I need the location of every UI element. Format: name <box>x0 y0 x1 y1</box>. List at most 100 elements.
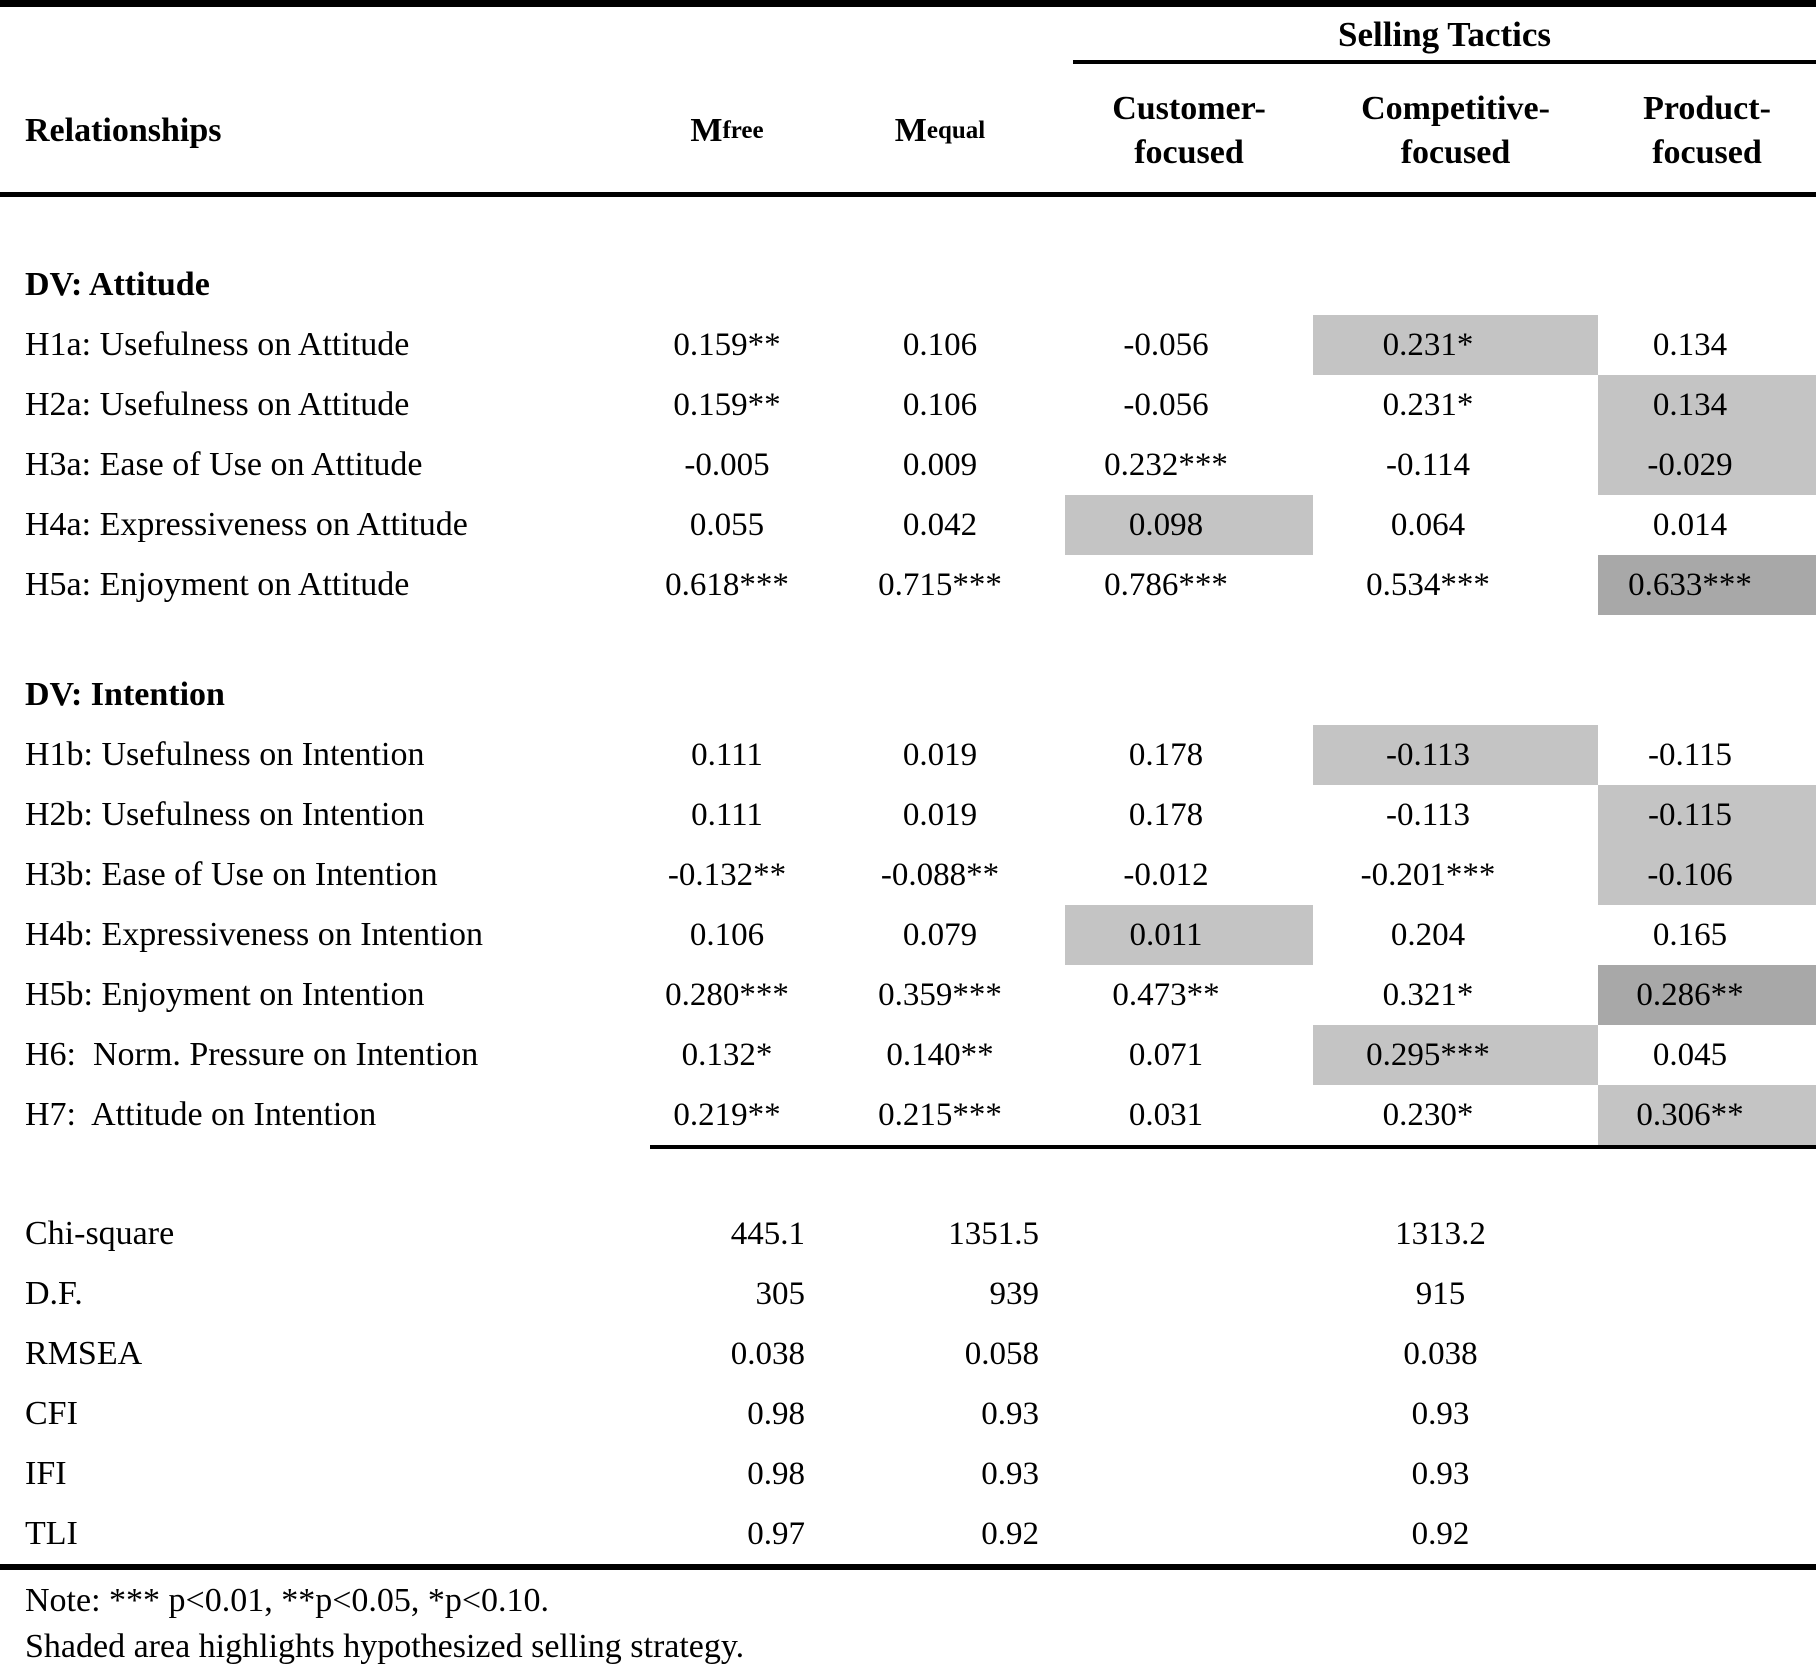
cell-product-highlighted: -0.106 <box>1598 845 1816 905</box>
fit-m-equal: 0.92 <box>981 1515 1039 1552</box>
section-header-row: DV: Attitude <box>0 255 1816 315</box>
fit-m-free: 445.1 <box>730 1215 805 1252</box>
fit-tactics: 1313.2 <box>1395 1215 1486 1252</box>
cell-m-equal: 0.140** <box>886 1036 994 1073</box>
row-label: H7: Attitude on Intention <box>25 1096 377 1133</box>
cell-product: -0.115 <box>1647 736 1732 773</box>
cell-customer: 0.178 <box>1128 736 1204 773</box>
fit-m-equal: 0.93 <box>981 1395 1039 1432</box>
table-row-h5a: H5a: Enjoyment on Attitude 0.618*** 0.71… <box>0 555 1816 615</box>
row-label: H4b: Expressiveness on Intention <box>25 916 483 953</box>
selling-tactics-underline <box>1073 60 1816 64</box>
cell-m-free: 0.159** <box>673 386 781 423</box>
cell-m-free: 0.106 <box>689 916 765 953</box>
cell-competitive: 0.534*** <box>1366 566 1490 603</box>
fit-label: CFI <box>25 1395 78 1432</box>
fit-m-equal: 939 <box>989 1275 1040 1312</box>
row-label: H2a: Usefulness on Attitude <box>25 386 410 423</box>
cell-m-free: 0.132* <box>681 1036 773 1073</box>
table-row-h5b: H5b: Enjoyment on Intention 0.280*** 0.3… <box>0 965 1816 1025</box>
cell-product-highlighted: 0.134 <box>1598 375 1816 435</box>
cell-m-free: 0.618*** <box>665 566 789 603</box>
row-label: H2b: Usefulness on Intention <box>25 796 425 833</box>
col-header-relationships: Relationships <box>25 111 222 149</box>
fit-row-rmsea: RMSEA 0.038 0.058 0.038 <box>0 1324 1816 1384</box>
cell-competitive-highlighted: 0.295*** <box>1313 1025 1598 1085</box>
fit-label: RMSEA <box>25 1335 143 1372</box>
cell-product-highlighted: 0.306** <box>1598 1085 1816 1145</box>
row-label: H5b: Enjoyment on Intention <box>25 976 425 1013</box>
cell-competitive: 0.064 <box>1390 506 1466 543</box>
fit-tactics: 0.93 <box>1411 1395 1470 1432</box>
table-row-h3a: H3a: Ease of Use on Attitude -0.005 0.00… <box>0 435 1816 495</box>
m-free-base: M <box>690 111 723 149</box>
cell-competitive: -0.114 <box>1385 446 1470 483</box>
cell-product: 0.014 <box>1652 506 1728 543</box>
m-equal-base: M <box>894 111 927 149</box>
cell-m-equal: -0.088** <box>880 856 1000 893</box>
cell-competitive-highlighted: -0.113 <box>1313 725 1598 785</box>
cell-m-equal: 0.019 <box>902 796 978 833</box>
cell-customer: 0.071 <box>1128 1036 1204 1073</box>
cell-product-highlighted: -0.115 <box>1598 785 1816 845</box>
spanning-header-selling-tactics: Selling Tactics <box>1338 15 1551 54</box>
col-header-customer-focused: Customer-focused <box>1112 89 1266 171</box>
fit-label: IFI <box>25 1455 67 1492</box>
fit-m-equal: 1351.5 <box>948 1215 1039 1252</box>
cell-product: 0.165 <box>1652 916 1728 953</box>
table-row-h6: H6: Norm. Pressure on Intention 0.132* 0… <box>0 1025 1816 1085</box>
table-row-h3b: H3b: Ease of Use on Intention -0.132** -… <box>0 845 1816 905</box>
fit-label: TLI <box>25 1515 78 1552</box>
note-significance: Note: *** p<0.01, **p<0.05, *p<0.10. <box>25 1582 550 1619</box>
cell-competitive: 0.230* <box>1382 1096 1474 1133</box>
row-label: H5a: Enjoyment on Attitude <box>25 566 410 603</box>
cell-customer-highlighted: 0.098 <box>1065 495 1313 555</box>
row-label: H4a: Expressiveness on Attitude <box>25 506 468 543</box>
fit-tactics: 915 <box>1415 1275 1466 1312</box>
spacer <box>0 197 1816 255</box>
fit-m-equal: 0.93 <box>981 1455 1039 1492</box>
cell-customer: -0.056 <box>1123 386 1209 423</box>
spacer <box>0 1149 1816 1204</box>
cell-product: 0.134 <box>1652 326 1728 363</box>
section-header-row: DV: Intention <box>0 665 1816 725</box>
cell-m-free: 0.280*** <box>665 976 789 1013</box>
fit-m-equal: 0.058 <box>964 1335 1039 1372</box>
col-header-product-focused: Product-focused <box>1643 89 1771 171</box>
spacer <box>0 615 1816 665</box>
fit-m-free: 0.98 <box>747 1455 805 1492</box>
table-row-h2a: H2a: Usefulness on Attitude 0.159** 0.10… <box>0 375 1816 435</box>
cell-m-free: 0.219** <box>673 1096 781 1133</box>
fit-label: Chi-square <box>25 1215 175 1252</box>
fit-m-free: 0.97 <box>747 1515 805 1552</box>
cell-competitive: -0.113 <box>1385 796 1470 833</box>
cell-customer: -0.056 <box>1123 326 1209 363</box>
cell-m-equal: 0.009 <box>902 446 978 483</box>
fit-row-tli: TLI 0.97 0.92 0.92 <box>0 1504 1816 1564</box>
cell-customer: 0.232*** <box>1104 446 1228 483</box>
table-row-h4a: H4a: Expressiveness on Attitude 0.055 0.… <box>0 495 1816 555</box>
fit-tactics: 0.92 <box>1411 1515 1470 1552</box>
row-label: H1a: Usefulness on Attitude <box>25 326 410 363</box>
cell-m-equal: 0.019 <box>902 736 978 773</box>
cell-m-free: -0.005 <box>684 446 770 483</box>
cell-m-equal: 0.106 <box>902 326 978 363</box>
cell-competitive-highlighted: 0.231* <box>1313 315 1598 375</box>
cell-product-highlighted-dark: 0.286** <box>1598 965 1816 1025</box>
cell-m-free: 0.111 <box>691 736 763 773</box>
row-label: H3b: Ease of Use on Intention <box>25 856 438 893</box>
table-row-h2b: H2b: Usefulness on Intention 0.111 0.019… <box>0 785 1816 845</box>
cell-competitive: 0.204 <box>1390 916 1466 953</box>
cell-competitive: -0.201*** <box>1360 856 1496 893</box>
cell-competitive: 0.321* <box>1382 976 1474 1013</box>
row-label: H6: Norm. Pressure on Intention <box>25 1036 479 1073</box>
table-notes: Note: *** p<0.01, **p<0.05, *p<0.10. Sha… <box>0 1578 1816 1667</box>
cell-customer: 0.178 <box>1128 796 1204 833</box>
cell-m-equal: 0.359*** <box>878 976 1002 1013</box>
row-label: H3a: Ease of Use on Attitude <box>25 446 423 483</box>
fit-row-cfi: CFI 0.98 0.93 0.93 <box>0 1384 1816 1444</box>
row-label: H1b: Usefulness on Intention <box>25 736 425 773</box>
cell-product: 0.045 <box>1652 1036 1728 1073</box>
